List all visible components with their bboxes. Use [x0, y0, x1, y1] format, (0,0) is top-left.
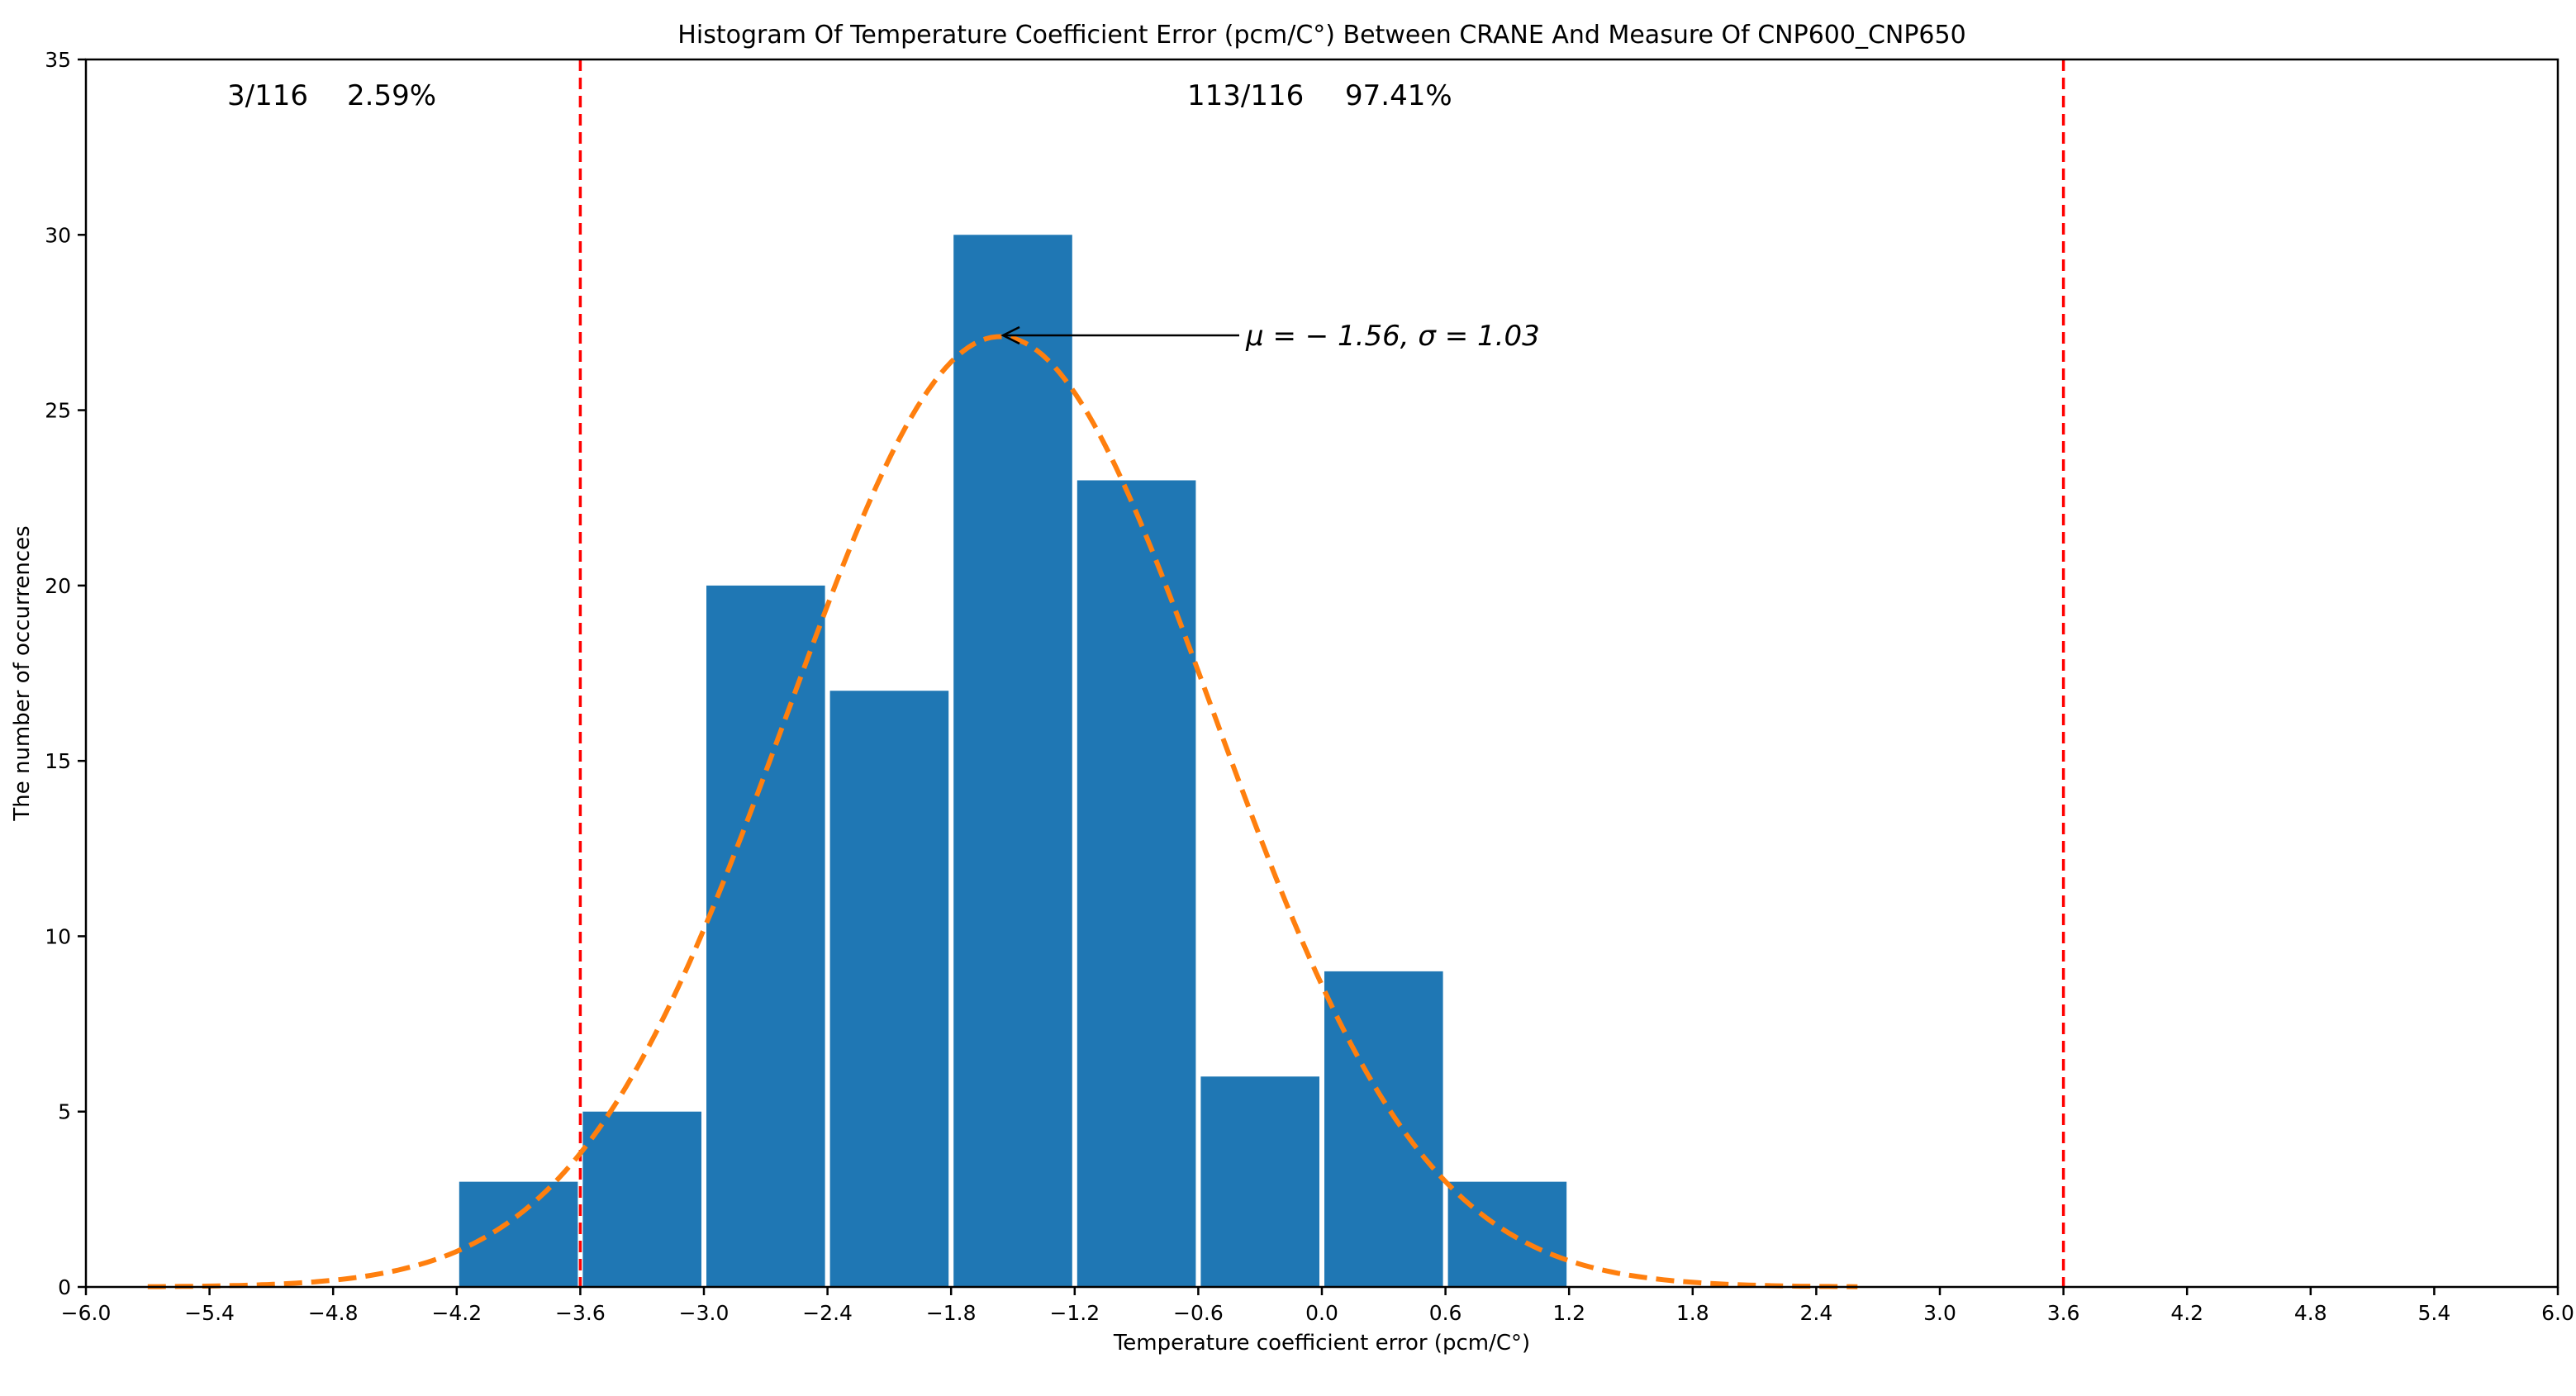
- histogram-bar-1: [459, 1181, 578, 1287]
- x-tick-label: 2.4: [1800, 1301, 1833, 1325]
- chart-title: Histogram Of Temperature Coefficient Err…: [677, 21, 1965, 50]
- histogram-bar-5: [953, 235, 1072, 1288]
- histogram-bar-2: [582, 1111, 701, 1287]
- histogram-bar-8: [1324, 971, 1443, 1287]
- x-tick-label: −5.4: [184, 1301, 235, 1325]
- x-tick-label: 3.0: [1923, 1301, 1956, 1325]
- y-tick-label: 0: [58, 1275, 71, 1299]
- bars-group: [459, 235, 1567, 1288]
- histogram-bar-4: [829, 691, 949, 1287]
- x-tick-label: 6.0: [2541, 1301, 2574, 1325]
- x-tick-label: 1.2: [1552, 1301, 1585, 1325]
- x-tick-label: 1.8: [1676, 1301, 1709, 1325]
- plot-area: [84, 58, 2559, 1289]
- annotation-arrow-head: [1000, 325, 1020, 345]
- x-tick-label: −4.8: [308, 1301, 359, 1325]
- x-tick-label: −6.0: [61, 1301, 112, 1325]
- y-tick-label: 30: [45, 223, 71, 247]
- x-axis: −6.0 −5.4 −4.8 −4.2 −3.6 −3.0 −2.4 −1.8 −1.2 −0.6…: [61, 1287, 2574, 1325]
- x-tick-label: −1.8: [926, 1301, 977, 1325]
- histogram-bar-3: [706, 585, 825, 1287]
- center-percent-annotation: 97.41%: [1345, 79, 1452, 112]
- center-count-annotation: 113/116: [1187, 79, 1304, 112]
- y-axis-label: The number of occurrences: [10, 525, 35, 821]
- x-tick-label: −1.2: [1049, 1301, 1100, 1325]
- x-axis-label: Temperature coefficient error (pcm/C°): [1113, 1331, 1530, 1356]
- histogram-bar-6: [1077, 480, 1196, 1287]
- x-tick-label: −4.2: [431, 1301, 482, 1325]
- y-axis: 0 5 10 15 20 25 30 35: [45, 48, 86, 1299]
- x-tick-label: 4.2: [2170, 1301, 2203, 1325]
- x-tick-label: 3.6: [2047, 1301, 2080, 1325]
- x-tick-label: −3.6: [555, 1301, 606, 1325]
- x-tick-label: 0.0: [1305, 1301, 1338, 1325]
- histogram-bar-7: [1200, 1076, 1319, 1287]
- x-tick-label: 0.6: [1429, 1301, 1462, 1325]
- fit-annotation: μ = − 1.56, σ = 1.03: [1000, 320, 1540, 353]
- plot-frame: [84, 58, 2559, 1289]
- y-tick-label: 35: [45, 48, 71, 72]
- y-tick-label: 20: [45, 574, 71, 598]
- threshold-lines: [578, 59, 2065, 1287]
- left-percent-annotation: 2.59%: [347, 79, 436, 112]
- x-tick-label: −2.4: [802, 1301, 853, 1325]
- x-tick-label: −0.6: [1173, 1301, 1224, 1325]
- x-tick-label: −3.0: [679, 1301, 730, 1325]
- y-tick-label: 10: [45, 924, 71, 948]
- y-tick-label: 25: [45, 399, 71, 423]
- x-tick-label: 4.8: [2294, 1301, 2327, 1325]
- x-tick-label: 5.4: [2418, 1301, 2451, 1325]
- y-tick-label: 15: [45, 749, 71, 773]
- left-count-annotation: 3/116: [227, 79, 308, 112]
- y-tick-label: 5: [58, 1100, 71, 1124]
- normal-fit-curve: [147, 334, 1858, 1289]
- fit-parameters-label: μ = − 1.56, σ = 1.03: [1245, 320, 1540, 353]
